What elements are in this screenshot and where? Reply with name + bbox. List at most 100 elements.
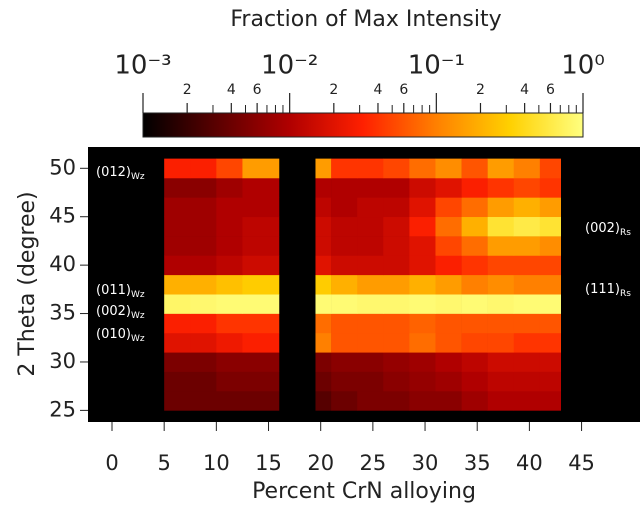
- annotation-text: (011): [96, 283, 131, 298]
- heatmap-cell: [461, 352, 488, 372]
- heatmap-cell: [487, 236, 515, 256]
- heatmap-cell: [216, 313, 243, 334]
- x-tick-label: 10: [203, 451, 230, 475]
- heatmap-cell: [190, 255, 217, 276]
- heatmap-cell: [539, 352, 561, 372]
- heatmap-cell: [409, 313, 436, 334]
- heatmap-cell: [216, 216, 243, 237]
- colorbar-title: Fraction of Max Intensity: [230, 7, 501, 32]
- colorbar-tick-label: 2: [476, 82, 485, 98]
- heatmap-cell: [331, 313, 358, 334]
- heatmap-cell: [513, 236, 541, 256]
- heatmap-cell: [409, 274, 436, 295]
- heatmap-cell: [331, 371, 358, 392]
- heatmap-cell: [487, 294, 515, 314]
- heatmap-cell: [513, 371, 541, 392]
- heatmap-cell: [435, 352, 462, 372]
- heatmap-cell: [409, 177, 436, 198]
- heatmap-cell: [357, 294, 384, 314]
- heatmap-cell: [383, 332, 410, 353]
- heatmap-cell: [331, 294, 358, 314]
- y-tick-label: 50: [49, 155, 76, 179]
- heatmap-cell: [357, 313, 384, 334]
- heatmap-cell: [190, 332, 217, 353]
- heatmap-cell: [242, 332, 280, 353]
- heatmap-cell: [190, 274, 217, 295]
- annotation-text: (002): [96, 304, 131, 319]
- heatmap-cell: [539, 236, 561, 256]
- colorbar-tick-label: 4: [374, 82, 383, 98]
- heatmap-cell: [242, 274, 280, 295]
- heatmap-cell: [331, 332, 358, 353]
- peak-annotation: (010)Wz: [96, 327, 145, 344]
- heatmap-cell: [164, 294, 191, 314]
- colorbar-tick-label: 6: [253, 82, 262, 98]
- heatmap-cell: [383, 216, 410, 237]
- y-tick-label: 45: [49, 204, 76, 228]
- heatmap-cell: [190, 294, 217, 314]
- y-tick-label: 35: [49, 301, 76, 325]
- heatmap-cell: [357, 158, 384, 179]
- heatmap-cell: [164, 391, 191, 411]
- heatmap-cell: [242, 352, 280, 372]
- heatmap-cell: [315, 274, 332, 295]
- heatmap-cell: [435, 216, 462, 237]
- heatmap-cell: [383, 158, 410, 179]
- heatmap-cell: [190, 158, 217, 179]
- heatmap-cell: [487, 332, 515, 353]
- colorbar-tick-label: 10⁻¹: [408, 51, 465, 81]
- heatmap-cell: [190, 177, 217, 198]
- heatmap-cell: [164, 197, 191, 218]
- heatmap-cell: [383, 294, 410, 314]
- heatmap-cell: [513, 197, 541, 218]
- heatmap-cell: [539, 255, 561, 276]
- heatmap-cell: [487, 352, 515, 372]
- annotation-text: (002): [585, 221, 620, 236]
- heatmap-cell: [461, 255, 488, 276]
- heatmap-cell: [315, 332, 332, 353]
- heatmap-cell: [383, 313, 410, 334]
- heatmap-cell: [190, 216, 217, 237]
- heatmap-cell: [409, 332, 436, 353]
- heatmap-cell: [539, 274, 561, 295]
- heatmap-cell: [513, 332, 541, 353]
- colorbar-tick-label: 10⁻²: [261, 51, 318, 81]
- heatmap-cell: [409, 197, 436, 218]
- heatmap-cell: [315, 158, 332, 179]
- heatmap-cell: [216, 294, 243, 314]
- heatmap-cell: [164, 274, 191, 295]
- y-axis-label: 2 Theta (degree): [15, 191, 40, 376]
- x-tick-label: 15: [255, 451, 282, 475]
- heatmap-cell: [331, 236, 358, 256]
- heatmap-cell: [383, 274, 410, 295]
- colorbar: [142, 112, 584, 138]
- colorbar-tick-label: 2: [329, 82, 338, 98]
- heatmap-cell: [331, 391, 358, 411]
- heatmap-cell: [315, 216, 332, 237]
- heatmap-cell: [461, 294, 488, 314]
- heatmap-cell: [383, 197, 410, 218]
- x-tick-label: 0: [105, 451, 118, 475]
- heatmap-cell: [216, 158, 243, 179]
- x-tick-label: 40: [516, 451, 543, 475]
- heatmap-cell: [315, 255, 332, 276]
- heatmap-cell: [461, 391, 488, 411]
- heatmap-cell: [315, 236, 332, 256]
- heatmap-cell: [539, 177, 561, 198]
- heatmap-cell: [461, 177, 488, 198]
- heatmap-cell: [435, 391, 462, 411]
- colorbar-tick-label: 6: [546, 82, 555, 98]
- heatmap-cell: [487, 197, 515, 218]
- heatmap-cell: [435, 197, 462, 218]
- heatmap-cell: [216, 391, 243, 411]
- heatmap-cell: [487, 216, 515, 237]
- annotation-text: (012): [96, 165, 131, 180]
- colorbar-tick-label: 6: [399, 82, 408, 98]
- heatmap-cell: [357, 391, 384, 411]
- heatmap-cell: [315, 352, 332, 372]
- heatmap-cell: [383, 177, 410, 198]
- heatmap-cell: [513, 352, 541, 372]
- heatmap-cell: [487, 313, 515, 334]
- colorbar-tick-label: 10⁰: [561, 51, 605, 81]
